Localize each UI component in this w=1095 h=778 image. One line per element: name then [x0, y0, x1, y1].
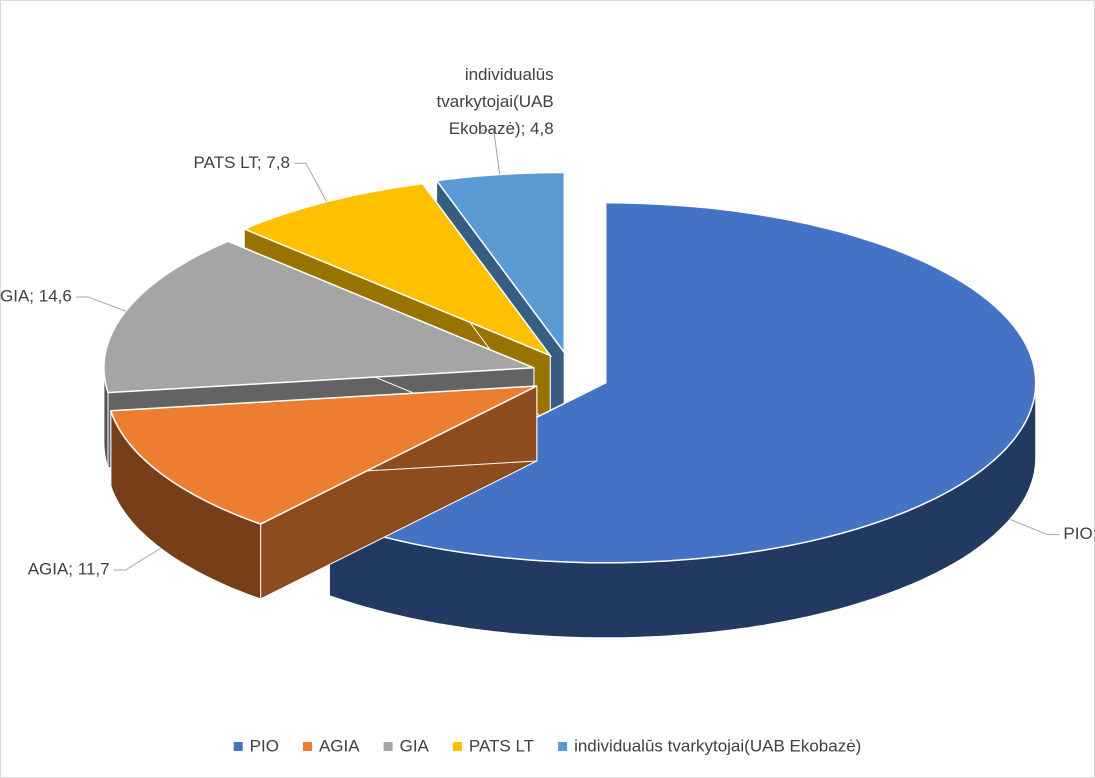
legend-label: PIO [250, 736, 279, 755]
data-label: individualūs tvarkytojai(UAB Ekobazė); 4,8 [437, 65, 554, 138]
data-label-line: individualūs [465, 65, 554, 84]
legend-label: GIA [400, 736, 430, 755]
legend: PIO AGIA GIA PATS LT individualūs tvarkytoja… [233, 736, 861, 755]
leader-line [293, 162, 328, 202]
data-label: PATS LT; 7,8 [194, 153, 290, 172]
data-label: GIA; 14,6 [0, 286, 72, 305]
legend-marker [383, 742, 393, 751]
data-label-line: Ekobazė); 4,8 [449, 119, 554, 138]
leader-line [113, 547, 161, 571]
data-label: AGIA; 11,7 [28, 560, 110, 579]
leader-line [1009, 518, 1060, 536]
leader-line [481, 129, 501, 175]
slice [109, 385, 538, 525]
data-label: PIO; 61,1 [1063, 524, 1095, 543]
legend-label: AGIA [319, 736, 360, 755]
legend-marker [233, 742, 243, 751]
legend-label: PATS LT [469, 736, 534, 755]
leader-line [75, 296, 126, 312]
data-label-line: tvarkytojai(UAB [437, 92, 554, 111]
legend-marker [302, 742, 312, 751]
legend-marker [558, 742, 568, 751]
legend-label: individualūs tvarkytojai(UAB Ekobazė) [574, 736, 861, 755]
legend-marker [452, 742, 462, 751]
